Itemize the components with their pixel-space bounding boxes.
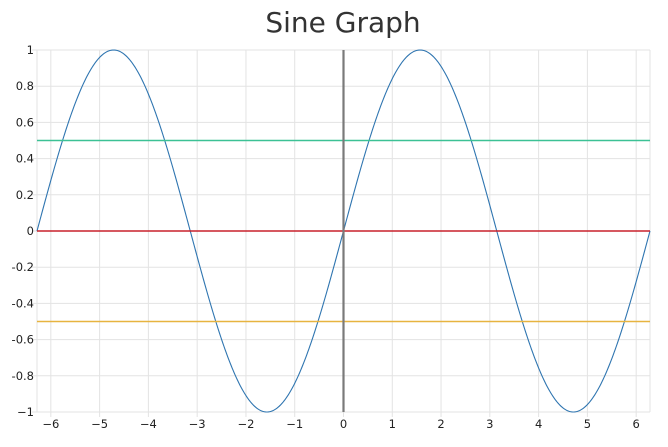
x-tick-label: 5 [584,417,591,431]
x-tick-label: −3 [189,417,206,431]
y-tick-label: −1 [17,405,34,419]
grid [32,49,651,417]
x-tick-label: 0 [340,417,347,431]
y-tick-label: 0.2 [16,188,34,202]
y-tick-label: 0.4 [16,152,34,166]
y-tick-label: 1 [27,43,34,57]
y-tick-label: 0.6 [16,115,34,129]
x-tick-label: −6 [42,417,59,431]
x-tick-label: 2 [437,417,444,431]
y-tick-label: -0.6 [12,333,34,347]
x-tick-label: −2 [237,417,254,431]
y-tick-label: -0.4 [12,296,34,310]
y-tick-labels: 1 0.8 0.6 0.4 0.2 0 -0.2 -0.4 -0.6 -0.8 −1 [12,43,34,419]
x-tick-label: −5 [91,417,108,431]
chart-title: Sine Graph [265,6,420,39]
reference-lines [37,50,650,412]
x-tick-label: 4 [535,417,542,431]
x-tick-label: −4 [140,417,157,431]
y-tick-label: -0.8 [12,369,34,383]
x-tick-label: 3 [486,417,493,431]
x-tick-label: 1 [389,417,396,431]
y-tick-label: -0.2 [12,260,34,274]
x-tick-label: −1 [286,417,303,431]
y-tick-label: 0 [27,224,34,238]
y-tick-label: 0.8 [16,79,34,93]
x-tick-labels: −6 −5 −4 −3 −2 −1 0 1 2 3 4 5 6 [42,417,640,431]
x-tick-label: 6 [633,417,640,431]
